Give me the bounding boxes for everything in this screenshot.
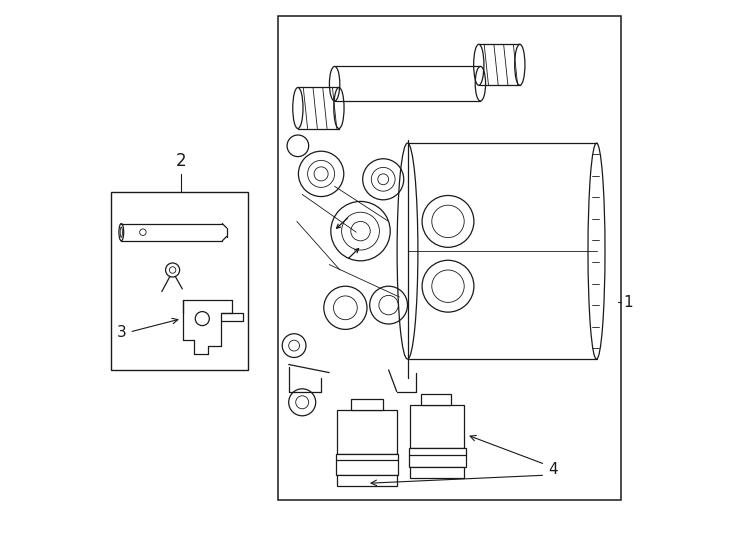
Bar (410, 467, 464, 478)
Bar (338, 475, 396, 486)
Text: 1: 1 (623, 295, 633, 310)
Bar (409, 448, 466, 467)
Polygon shape (283, 135, 415, 379)
Bar (278, 16, 621, 500)
Polygon shape (410, 405, 475, 411)
Bar (351, 399, 383, 410)
Bar (410, 405, 464, 448)
Text: 4: 4 (548, 462, 558, 477)
Bar (421, 394, 451, 405)
Bar (338, 410, 396, 454)
Polygon shape (464, 405, 475, 455)
Bar (335, 454, 399, 475)
Text: 2: 2 (175, 152, 186, 170)
Bar (111, 192, 248, 370)
Text: 3: 3 (117, 325, 127, 340)
